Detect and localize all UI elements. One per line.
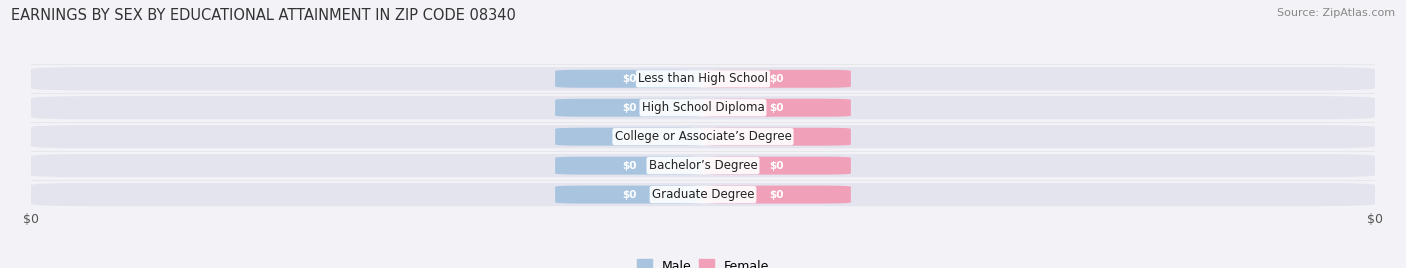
Text: Bachelor’s Degree: Bachelor’s Degree <box>648 159 758 172</box>
Text: $0: $0 <box>769 189 785 200</box>
Text: Source: ZipAtlas.com: Source: ZipAtlas.com <box>1277 8 1395 18</box>
Text: $0: $0 <box>769 132 785 142</box>
Text: $0: $0 <box>621 74 637 84</box>
FancyBboxPatch shape <box>31 154 1375 177</box>
Text: $0: $0 <box>769 74 785 84</box>
Text: $0: $0 <box>621 103 637 113</box>
Text: College or Associate’s Degree: College or Associate’s Degree <box>614 130 792 143</box>
Legend: Male, Female: Male, Female <box>631 254 775 268</box>
Text: Less than High School: Less than High School <box>638 72 768 85</box>
Text: $0: $0 <box>769 161 785 171</box>
FancyBboxPatch shape <box>703 157 851 174</box>
FancyBboxPatch shape <box>555 70 703 88</box>
Text: Graduate Degree: Graduate Degree <box>652 188 754 201</box>
FancyBboxPatch shape <box>31 96 1375 119</box>
Text: High School Diploma: High School Diploma <box>641 101 765 114</box>
FancyBboxPatch shape <box>555 128 703 146</box>
FancyBboxPatch shape <box>703 186 851 203</box>
FancyBboxPatch shape <box>703 99 851 117</box>
Text: EARNINGS BY SEX BY EDUCATIONAL ATTAINMENT IN ZIP CODE 08340: EARNINGS BY SEX BY EDUCATIONAL ATTAINMEN… <box>11 8 516 23</box>
FancyBboxPatch shape <box>555 186 703 203</box>
FancyBboxPatch shape <box>31 67 1375 90</box>
FancyBboxPatch shape <box>555 157 703 174</box>
Text: $0: $0 <box>621 189 637 200</box>
FancyBboxPatch shape <box>703 70 851 88</box>
Text: $0: $0 <box>621 132 637 142</box>
FancyBboxPatch shape <box>31 125 1375 148</box>
FancyBboxPatch shape <box>703 128 851 146</box>
FancyBboxPatch shape <box>31 183 1375 206</box>
FancyBboxPatch shape <box>555 99 703 117</box>
Text: $0: $0 <box>621 161 637 171</box>
Text: $0: $0 <box>769 103 785 113</box>
